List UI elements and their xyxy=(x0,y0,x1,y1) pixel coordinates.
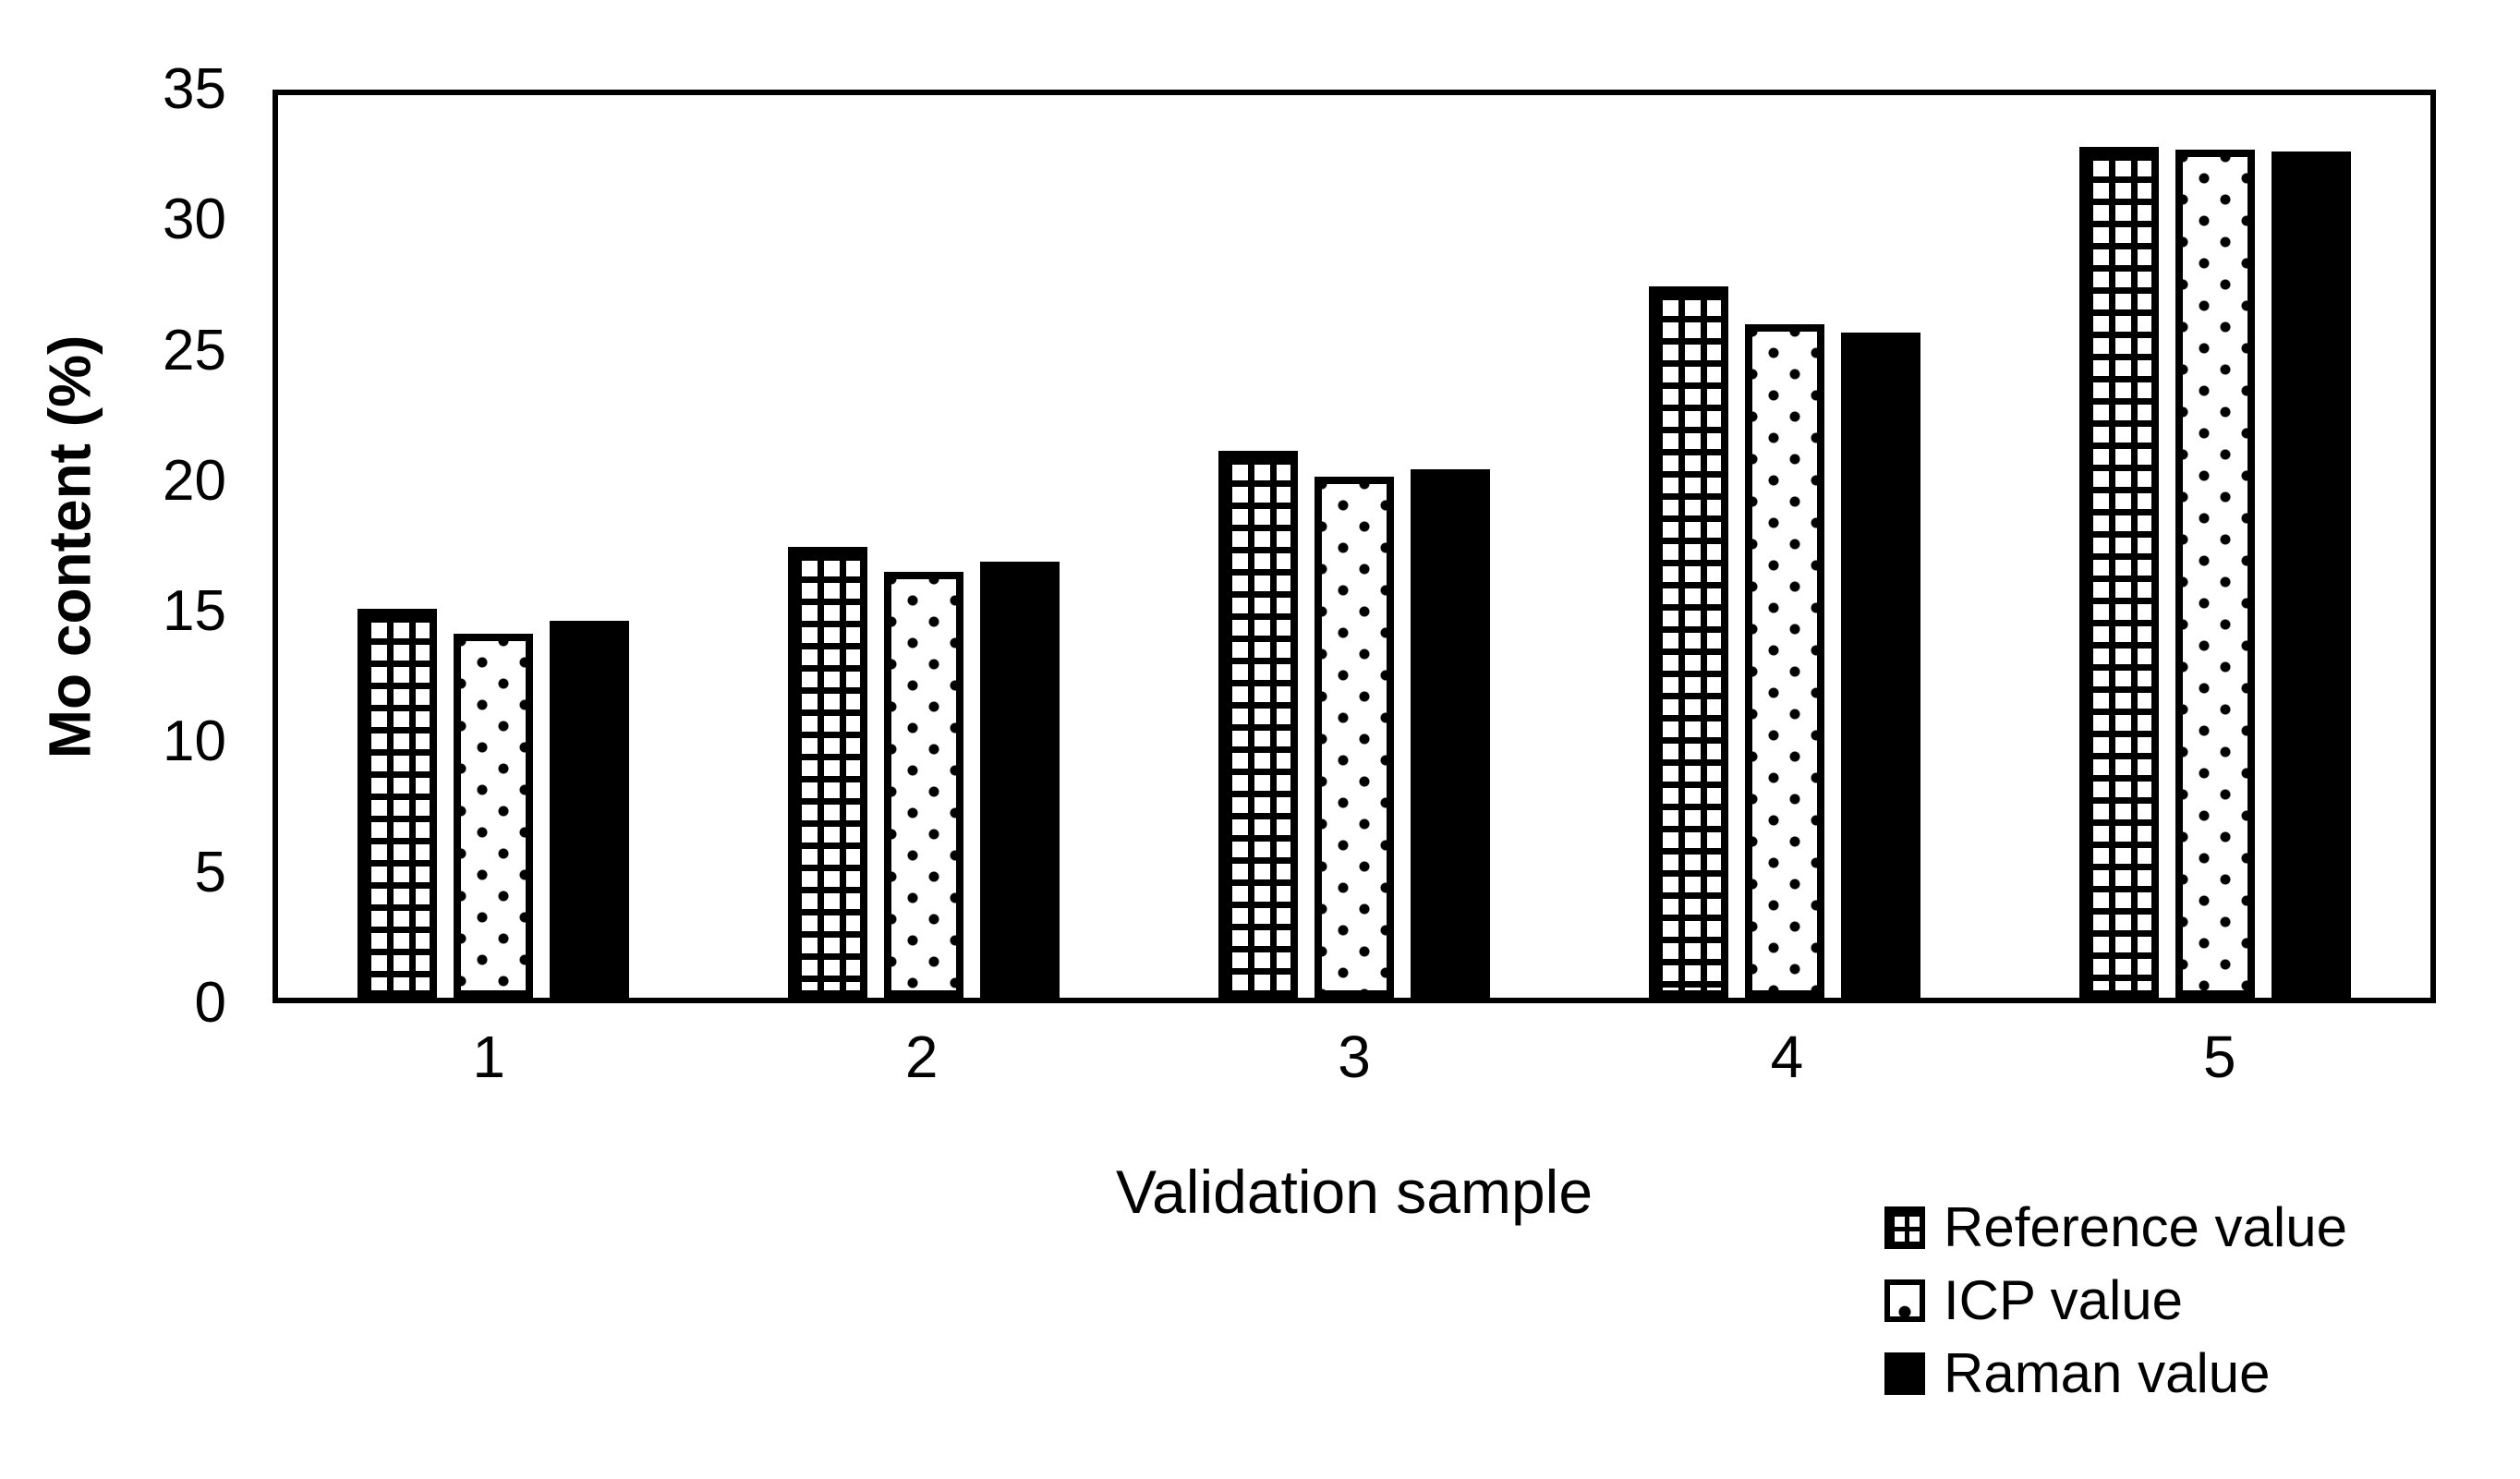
legend-label: Reference value xyxy=(1944,1196,2347,1258)
y-tick-label: 35 xyxy=(163,57,226,121)
y-tick-label: 30 xyxy=(163,188,226,252)
y-tick-label: 10 xyxy=(163,709,226,774)
bar-group-4 xyxy=(1569,95,2000,998)
legend-swatch-dots xyxy=(1884,1279,1925,1322)
bar-group-5 xyxy=(2000,95,2430,998)
x-tick-label: 2 xyxy=(904,1024,939,1090)
bar-group-2 xyxy=(709,95,1139,998)
bar-reference-value xyxy=(1218,451,1298,998)
legend: Reference value ICP value Raman value xyxy=(1884,1197,2347,1404)
x-tick-label: 4 xyxy=(1770,1024,1804,1090)
bar-group-1 xyxy=(278,95,709,998)
bar-raman-value xyxy=(1411,468,1490,998)
legend-item: Raman value xyxy=(1884,1343,2347,1404)
bar-raman-value xyxy=(550,621,629,998)
bar-reference-value xyxy=(788,546,867,998)
bar-raman-value xyxy=(2272,152,2351,998)
legend-item: Reference value xyxy=(1884,1197,2347,1258)
legend-swatch-grid xyxy=(1884,1206,1925,1249)
bar-icp-value xyxy=(454,634,533,998)
legend-item: ICP value xyxy=(1884,1270,2347,1331)
y-axis-ticks: 0 5 10 15 20 25 30 35 xyxy=(0,61,226,1032)
y-tick-label: 0 xyxy=(194,971,226,1035)
y-tick-label: 25 xyxy=(163,318,226,382)
bar-reference-value xyxy=(2079,146,2159,998)
legend-label: ICP value xyxy=(1944,1269,2184,1331)
bar-icp-value xyxy=(1745,324,1824,998)
bar-group-3 xyxy=(1139,95,1569,998)
y-tick-label: 20 xyxy=(163,448,226,513)
x-tick-label: 3 xyxy=(1338,1024,1371,1090)
legend-swatch-solid xyxy=(1884,1352,1925,1395)
bar-reference-value xyxy=(357,608,437,998)
bars-area xyxy=(278,95,2430,998)
x-axis-title: Validation sample xyxy=(1115,1158,1593,1226)
bar-raman-value xyxy=(980,562,1060,998)
bar-icp-value xyxy=(884,572,963,998)
x-tick-label: 1 xyxy=(472,1024,505,1090)
y-tick-label: 15 xyxy=(163,579,226,644)
bar-icp-value xyxy=(1315,477,1394,998)
bar-reference-value xyxy=(1649,285,1728,998)
plot-area xyxy=(273,90,2436,1003)
bar-raman-value xyxy=(1841,332,1920,998)
bar-icp-value xyxy=(2175,149,2255,998)
legend-label: Raman value xyxy=(1944,1342,2271,1404)
y-tick-label: 5 xyxy=(194,840,226,904)
x-tick-label: 5 xyxy=(2203,1024,2236,1090)
